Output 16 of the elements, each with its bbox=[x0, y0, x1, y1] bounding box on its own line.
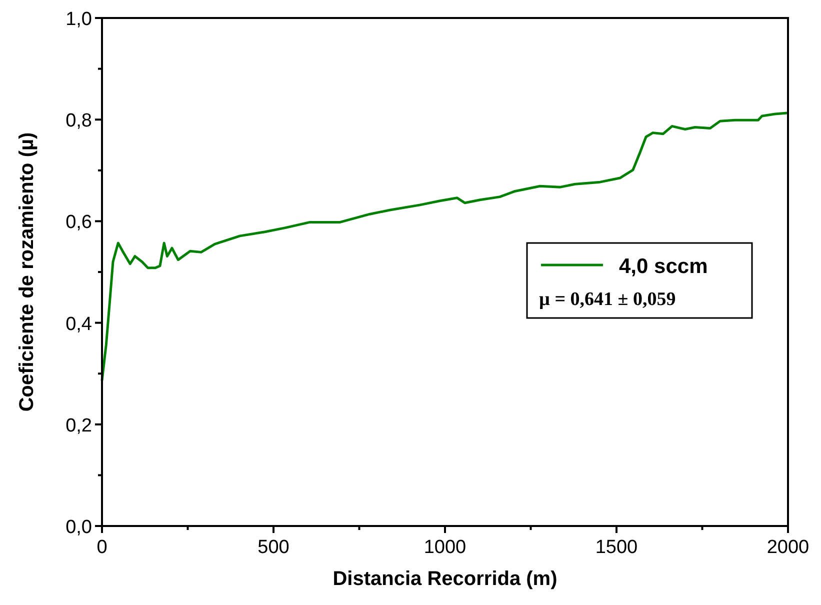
line-series bbox=[100, 112, 788, 382]
y-axis-title: Coeficiente de rozamiento (µ) bbox=[16, 132, 38, 412]
x-axis-title: Distancia Recorrida (m) bbox=[332, 568, 558, 590]
x-tick-label: 2000 bbox=[766, 537, 810, 558]
y-tick-label: 1,0 bbox=[66, 9, 92, 30]
annotation: µ = 0,641 ± 0,059 bbox=[539, 289, 676, 310]
x-tick-label: 1000 bbox=[424, 537, 466, 558]
y-tick-label: 0,6 bbox=[66, 212, 92, 234]
y-tick-label: 0,0 bbox=[66, 517, 92, 538]
x-tick-label: 500 bbox=[258, 537, 290, 558]
x-tick-label: 0 bbox=[96, 537, 108, 558]
x-tick-label: 1500 bbox=[595, 537, 638, 558]
y-tick-label: 0,2 bbox=[66, 415, 92, 436]
y-tick-label: 0,4 bbox=[66, 314, 92, 335]
legend-label: 4,0 sccm bbox=[619, 255, 708, 278]
y-tick-label: 0,8 bbox=[66, 110, 92, 132]
